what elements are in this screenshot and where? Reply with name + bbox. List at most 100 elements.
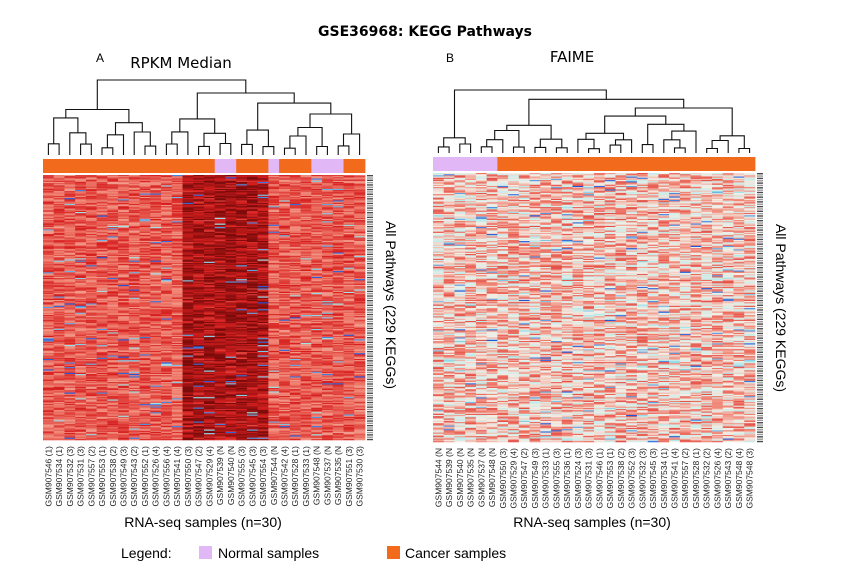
heatmap-cell xyxy=(118,419,130,421)
heatmap-cell xyxy=(107,217,119,220)
heatmap-cell xyxy=(96,311,108,314)
heatmap-cell xyxy=(85,273,97,275)
heatmap-cell xyxy=(246,231,258,234)
heatmap-cell xyxy=(236,330,248,332)
heatmap-cell xyxy=(118,374,130,376)
heatmap-cell xyxy=(75,377,87,379)
heatmap-cell xyxy=(171,185,183,187)
heatmap-cell xyxy=(171,271,183,273)
heatmap-cell xyxy=(171,240,183,243)
heatmap-cell xyxy=(150,304,162,307)
heatmap-cell xyxy=(128,360,140,362)
heatmap-cell xyxy=(246,199,258,201)
heatmap-cell xyxy=(43,369,55,371)
heatmap-cell xyxy=(236,176,248,178)
heatmap-cell xyxy=(246,267,258,270)
heatmap-cell xyxy=(43,330,55,332)
heatmap-cell xyxy=(139,394,151,397)
heatmap-cell xyxy=(150,269,162,272)
heatmap-cell xyxy=(64,372,76,375)
heatmap-cell xyxy=(236,394,248,397)
heatmap-cell xyxy=(150,328,162,331)
heatmap-cell xyxy=(118,399,130,401)
heatmap-cell xyxy=(85,215,97,217)
heatmap-cell xyxy=(236,352,248,354)
heatmap-cell xyxy=(75,177,87,179)
heatmap-cell xyxy=(225,184,237,186)
heatmap-cell xyxy=(139,400,151,403)
heatmap-cell xyxy=(75,180,87,183)
heatmap-cell xyxy=(236,296,248,298)
heatmap-cell xyxy=(182,399,194,401)
heatmap-cell xyxy=(193,420,205,422)
heatmap-cell xyxy=(118,372,130,375)
heatmap-cell xyxy=(236,332,248,334)
heatmap-cell xyxy=(236,368,248,370)
heatmap-cell xyxy=(246,268,258,271)
heatmap-cell xyxy=(53,360,65,362)
heatmap-cell xyxy=(53,176,65,178)
heatmap-cell xyxy=(128,409,140,412)
heatmap-cell xyxy=(53,283,65,286)
heatmap-cell xyxy=(150,391,162,393)
heatmap-cell xyxy=(150,406,162,408)
heatmap-cell xyxy=(150,243,162,245)
heatmap-cell xyxy=(204,212,216,214)
heatmap-cell xyxy=(182,216,194,219)
heatmap-cell xyxy=(182,369,194,371)
heatmap-cell xyxy=(128,280,140,282)
heatmap-cell xyxy=(193,310,205,312)
heatmap-cell xyxy=(182,430,194,433)
heatmap-cell xyxy=(161,427,173,429)
heatmap-cell xyxy=(171,392,183,395)
heatmap-cell xyxy=(107,438,119,441)
heatmap-cell xyxy=(257,275,269,278)
heatmap-cell xyxy=(107,372,119,375)
heatmap-cell xyxy=(150,355,162,357)
heatmap-cell xyxy=(96,317,108,319)
heatmap-cell xyxy=(43,212,55,214)
heatmap-cell xyxy=(171,193,183,195)
heatmap-cell xyxy=(193,301,205,303)
heatmap-cell xyxy=(150,428,162,430)
heatmap-cell xyxy=(53,294,65,296)
heatmap-cell xyxy=(118,216,130,219)
heatmap-cell xyxy=(150,291,162,294)
heatmap-cell xyxy=(96,308,108,310)
heatmap-cell xyxy=(43,245,55,248)
heatmap-cell xyxy=(161,372,173,375)
heatmap-cell xyxy=(64,379,76,382)
heatmap-cell xyxy=(150,423,162,426)
heatmap-cell xyxy=(128,362,140,364)
heatmap-cell xyxy=(43,385,55,388)
heatmap-cell xyxy=(139,281,151,283)
heatmap-cell xyxy=(118,385,130,388)
heatmap-cell xyxy=(107,315,119,317)
heatmap-cell xyxy=(53,208,65,211)
heatmap-cell xyxy=(75,176,87,178)
heatmap-cell xyxy=(257,281,269,283)
heatmap-cell xyxy=(225,387,237,390)
heatmap-cell xyxy=(96,247,108,250)
heatmap-cell xyxy=(96,296,108,298)
heatmap-cell xyxy=(118,389,130,391)
heatmap-cell xyxy=(193,369,205,371)
heatmap-cell xyxy=(236,259,248,261)
heatmap-cell xyxy=(193,264,205,266)
heatmap-cell xyxy=(236,302,248,304)
heatmap-cell xyxy=(225,377,237,379)
heatmap-cell xyxy=(236,437,248,440)
heatmap-cell xyxy=(128,370,140,373)
heatmap-cell xyxy=(128,368,140,370)
heatmap-cell xyxy=(118,266,130,268)
heatmap-cell xyxy=(75,228,87,230)
heatmap-cell xyxy=(75,236,87,238)
heatmap-cell xyxy=(85,207,97,209)
heatmap-cell xyxy=(139,299,151,302)
heatmap-cell xyxy=(225,277,237,280)
heatmap-cell xyxy=(118,421,130,423)
heatmap-cell xyxy=(214,298,226,301)
heatmap-cell xyxy=(171,267,183,270)
heatmap-cell xyxy=(193,346,205,348)
heatmap-cell xyxy=(246,421,258,423)
